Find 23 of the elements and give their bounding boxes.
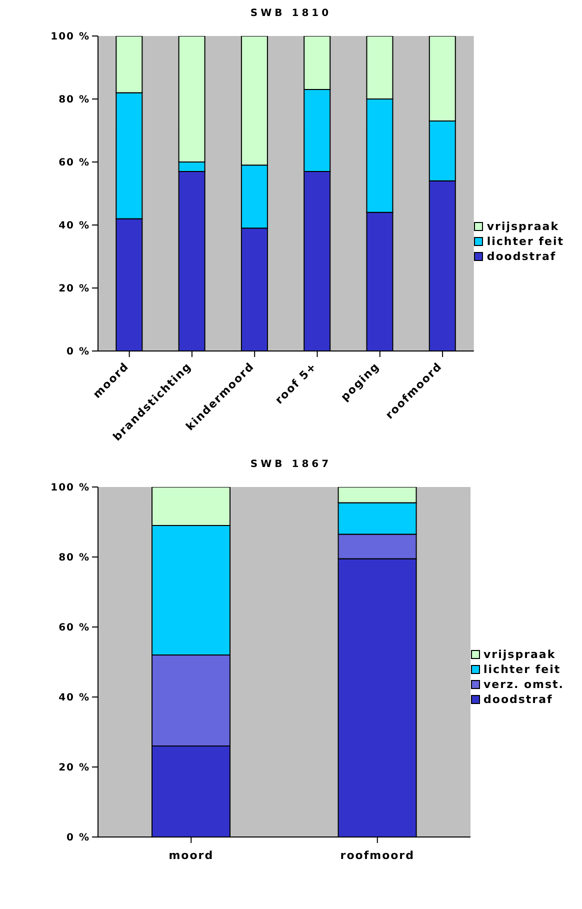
legend-label: doodstraf bbox=[484, 693, 553, 706]
legend-label: doodstraf bbox=[486, 250, 556, 262]
y-tick-label: 20 % bbox=[58, 762, 90, 774]
y-tick-label: 80 % bbox=[58, 94, 90, 106]
y-tick-label: 0 % bbox=[66, 346, 90, 358]
legend-label: vrijspraak bbox=[484, 648, 556, 661]
chart-title: SWB 1810 bbox=[249, 8, 333, 19]
y-tick-label: 40 % bbox=[58, 692, 90, 704]
legend-label: verz. omst. bbox=[484, 678, 564, 691]
y-tick-label: 80 % bbox=[58, 552, 90, 564]
y-tick-label: 0 % bbox=[66, 832, 90, 844]
x-tick-label: roofmoord bbox=[340, 849, 414, 862]
x-tick-label: moord bbox=[168, 849, 214, 862]
y-tick-label: 40 % bbox=[58, 220, 90, 232]
legend-label: lichter feit bbox=[486, 234, 564, 248]
y-tick-label: 60 % bbox=[58, 622, 90, 634]
y-tick-label: 60 % bbox=[58, 158, 90, 169]
chart-title: SWB 1867 bbox=[249, 459, 333, 470]
y-tick-label: 20 % bbox=[58, 284, 90, 295]
legend-label: lichter feit bbox=[484, 663, 561, 676]
legend-label: vrijspraak bbox=[486, 220, 560, 232]
y-tick-label: 100 % bbox=[50, 32, 90, 43]
y-tick-label: 100 % bbox=[50, 482, 90, 494]
